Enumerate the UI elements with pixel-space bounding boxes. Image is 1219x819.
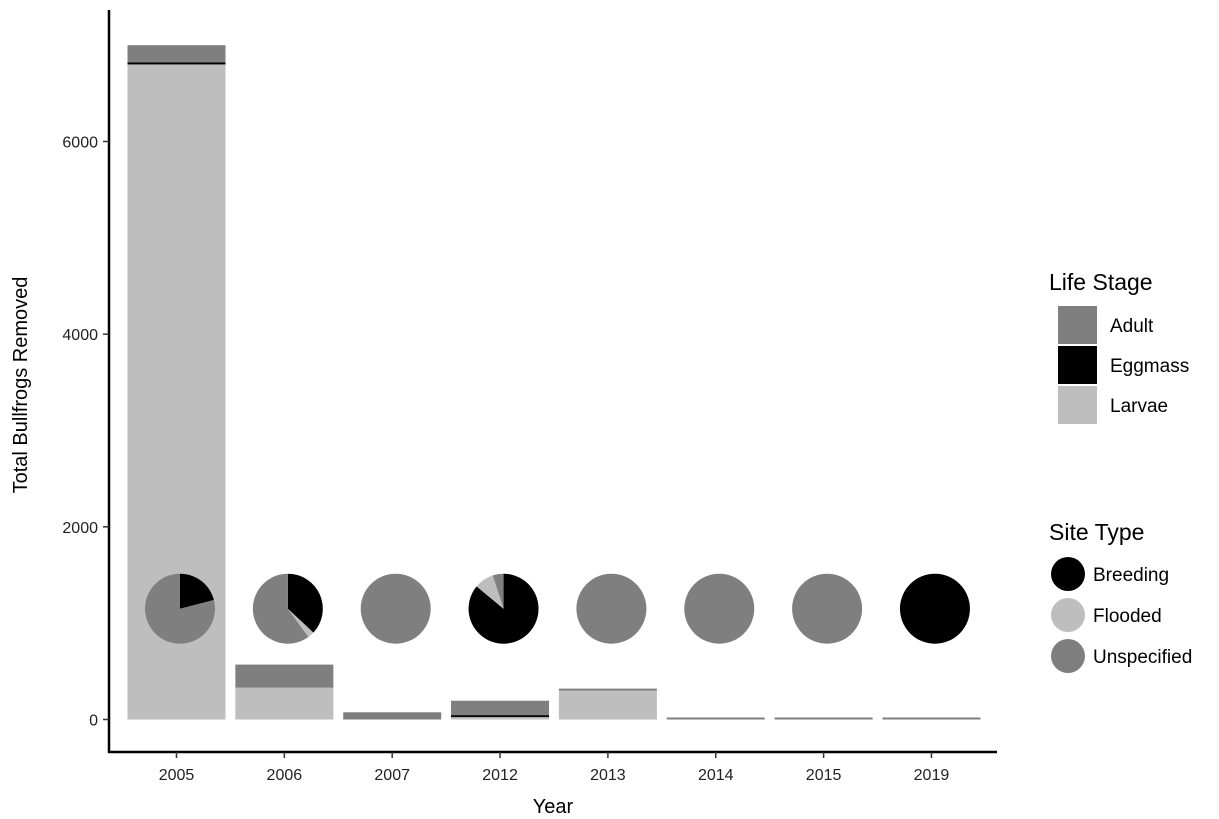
y-axis-title: Total Bullfrogs Removed <box>10 277 32 494</box>
bar-larvae-2012 <box>451 717 550 720</box>
x-axis-title: Year <box>533 796 574 818</box>
legend-label-larvae: Larvae <box>1110 396 1168 417</box>
bar-eggmass-2012 <box>451 715 550 718</box>
legend-label-unspecified: Unspecified <box>1093 647 1192 668</box>
legend-label-flooded: Flooded <box>1093 606 1162 627</box>
y-tick-label: 6000 <box>62 135 98 152</box>
bar-adult-2014 <box>666 717 765 720</box>
bar-adult-2015 <box>774 717 873 720</box>
site-type-pie-2013 <box>576 573 647 644</box>
site-type-pie-2005 <box>145 573 215 644</box>
legend-title-life-stage: Life Stage <box>1049 269 1153 295</box>
site-type-pie-2015 <box>792 573 863 644</box>
legend-site-type: Site Type Breeding Flooded Unspecified <box>1049 519 1192 673</box>
pie-slice-unspecified-2013 <box>576 573 647 644</box>
x-ticks: 2005 2006 2007 2012 2013 2014 2015 2019 <box>159 752 950 784</box>
x-tick-label-2006: 2006 <box>267 767 303 784</box>
y-tick-label: 0 <box>89 713 98 730</box>
legend-key-flooded <box>1051 598 1085 632</box>
legend-title-site-type: Site Type <box>1049 519 1144 545</box>
pie-slice-flooded-2012 <box>476 575 504 609</box>
bar-adult-2013 <box>558 688 657 691</box>
bar-adult-2007 <box>343 712 442 720</box>
bar-adult-2019 <box>882 717 981 720</box>
legends: Life Stage Adult Eggmass Larvae Site Type Bre… <box>1049 269 1192 673</box>
bar-layer <box>127 45 981 720</box>
legend-key-eggmass <box>1058 346 1097 384</box>
pie-slice-unspecified-2012 <box>492 573 504 609</box>
bar-larvae-2006 <box>235 687 334 720</box>
site-type-pie-2006 <box>252 573 323 644</box>
x-tick-label-2015: 2015 <box>806 767 842 784</box>
legend-key-unspecified <box>1051 639 1085 673</box>
legend-key-breeding <box>1051 557 1085 591</box>
pie-slice-breeding-2019 <box>899 573 970 644</box>
legend-life-stage: Life Stage Adult Eggmass Larvae <box>1049 269 1189 424</box>
y-tick-label: 2000 <box>62 520 98 537</box>
x-tick-label-2013: 2013 <box>590 767 626 784</box>
bar-adult-2006 <box>235 664 334 688</box>
bar-adult-2012 <box>451 700 550 716</box>
pie-slice-breeding-2012 <box>468 573 539 644</box>
legend-key-adult <box>1058 306 1097 344</box>
bar-adult-2005 <box>127 45 226 63</box>
site-type-pie-2014 <box>684 573 755 644</box>
legend-key-larvae <box>1058 386 1097 424</box>
y-ticks: 0 2000 4000 6000 <box>62 135 109 730</box>
pie-slice-unspecified-2014 <box>684 573 755 644</box>
pie-slice-flooded-2006 <box>287 608 314 638</box>
pie-slice-unspecified-2015 <box>792 573 863 644</box>
site-type-pie-2019 <box>899 573 970 644</box>
pie-layer <box>145 573 970 644</box>
pie-slice-unspecified-2006 <box>252 573 309 644</box>
pie-slice-breeding-2006 <box>287 573 323 633</box>
x-tick-label-2012: 2012 <box>482 767 518 784</box>
legend-label-eggmass: Eggmass <box>1110 356 1189 377</box>
x-tick-label-2005: 2005 <box>159 767 195 784</box>
legend-label-breeding: Breeding <box>1093 565 1169 586</box>
pie-slice-unspecified-2007 <box>360 573 431 644</box>
pie-slice-breeding-2005 <box>180 573 214 609</box>
x-tick-label-2007: 2007 <box>374 767 410 784</box>
bar-larvae-2013 <box>558 690 657 720</box>
pie-slice-unspecified-2005 <box>145 573 215 644</box>
site-type-pie-2012 <box>468 573 539 644</box>
site-type-pie-2007 <box>360 573 431 644</box>
bar-eggmass-2005 <box>127 62 226 65</box>
legend-label-adult: Adult <box>1110 316 1154 337</box>
y-tick-label: 4000 <box>62 327 98 344</box>
x-tick-label-2014: 2014 <box>698 767 734 784</box>
x-tick-label-2019: 2019 <box>914 767 950 784</box>
